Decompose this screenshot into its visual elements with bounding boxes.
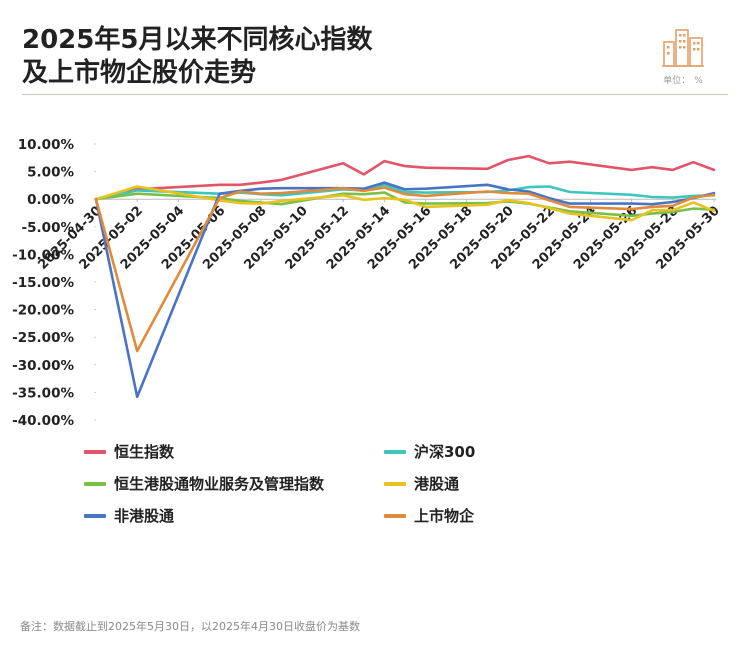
chart-legend: 恒生指数 沪深300 恒生港股通物业服务及管理指数 港股通非港股通 上市物企 <box>84 441 704 541</box>
y-tick-label: 5.00% <box>27 165 74 181</box>
series-line <box>94 154 716 201</box>
y-tick-label: -5.00% <box>22 220 75 236</box>
legend-swatch <box>384 481 406 486</box>
y-tick-label: -10.00% <box>12 247 74 263</box>
legend-label: 上市物企 <box>414 507 475 525</box>
legend-label: 沪深300 <box>414 443 476 461</box>
chart-title: 2025年5月以来不同核心指数 及上市物企股价走势 <box>22 24 372 90</box>
legend-item: 港股通 <box>384 473 459 494</box>
footnote: 备注：数据截止到2025年5月30日，以2025年4月30日收盘价为基数 <box>20 620 360 633</box>
series-line <box>94 181 716 399</box>
y-tick-label: -20.00% <box>12 303 74 319</box>
series-line <box>94 186 716 353</box>
legend-label: 恒生港股通物业服务及管理指数 <box>114 475 325 493</box>
building-logo-icon <box>662 29 704 67</box>
legend-item: 沪深300 <box>384 441 475 462</box>
y-tick-label: -30.00% <box>12 358 74 374</box>
legend-swatch <box>384 513 406 518</box>
legend-item: 恒生指数 <box>84 441 174 462</box>
unit-value: % <box>694 76 703 86</box>
unit-label: 单位：% <box>640 73 726 86</box>
series-line <box>94 185 716 222</box>
title-line-2: 及上市物企股价走势 <box>22 58 257 88</box>
y-tick-label: 0.00% <box>27 192 74 208</box>
legend-swatch <box>84 449 106 454</box>
legend-item: 上市物企 <box>384 505 474 526</box>
y-tick-label: 10.00% <box>18 137 75 153</box>
line-chart: 10.00% 5.00% 0.00% -5.00% -10.00% -15.00% -20.… <box>12 137 723 429</box>
legend-label: 非港股通 <box>114 507 175 525</box>
y-tick-label: -35.00% <box>12 385 74 401</box>
y-tick-label: -25.00% <box>12 330 74 346</box>
legend-label: 恒生指数 <box>114 443 175 461</box>
legend-item: 非港股通 <box>84 505 174 526</box>
title-line-1: 2025年5月以来不同核心指数 <box>22 25 373 55</box>
legend-swatch <box>84 481 106 486</box>
y-tick-label: -40.00% <box>12 413 74 429</box>
legend-swatch <box>384 449 406 454</box>
legend-label: 港股通 <box>414 475 460 493</box>
y-tick-label: -15.00% <box>12 275 74 291</box>
title-divider <box>22 94 728 95</box>
legend-swatch <box>84 513 106 518</box>
unit-label-text: 单位： <box>663 76 691 86</box>
legend-item: 恒生港股通物业服务及管理指数 <box>84 473 324 494</box>
